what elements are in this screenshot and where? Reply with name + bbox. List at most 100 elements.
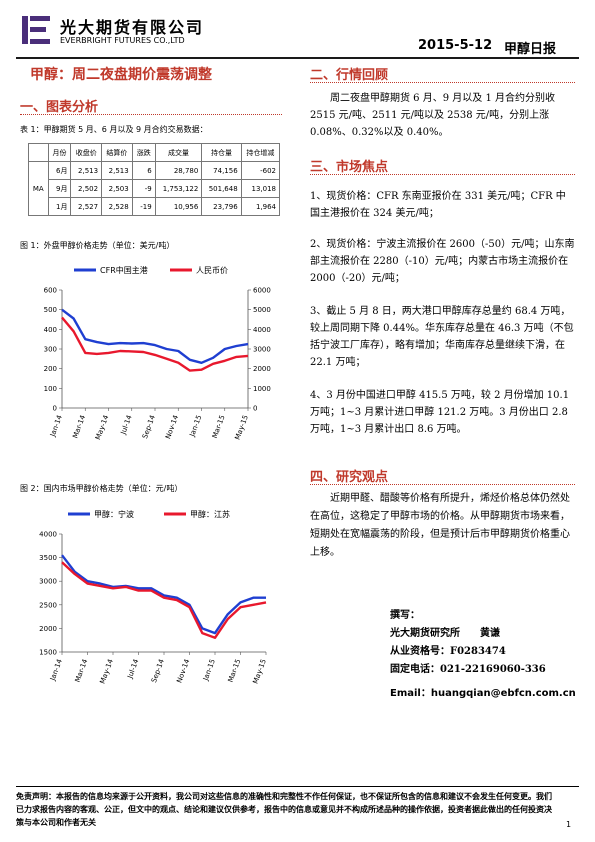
- x-tick-label: May-14: [99, 657, 116, 684]
- qualification-number: 从业资格号：F0283474: [390, 646, 506, 657]
- table-cell: 6: [131, 161, 156, 180]
- author-label: 撰写：: [390, 610, 420, 621]
- y-tick-label: 1500: [39, 649, 57, 657]
- section1-underline: [20, 114, 282, 115]
- section1-heading: 一、图表分析: [20, 100, 99, 115]
- x-tick-label: Jul-14: [119, 413, 134, 436]
- chart-domestic-methanol-price: 1500 2000 2500 3000 3500 4000 Jan-14 Mar-14 May-…: [39, 509, 268, 685]
- series-line-1: [61, 554, 266, 635]
- table-cell: 2,513: [70, 161, 103, 180]
- legend-label: 甲醇：宁波: [94, 509, 134, 519]
- legend-label: 甲醇：江苏: [190, 509, 230, 519]
- table-header: 收盘价: [70, 143, 103, 162]
- section2-underline: [310, 82, 575, 83]
- focus-item-1: 1、现货价格：CFR 东南亚报价在 331 美元/吨；CFR 中国主港报价在 3…: [310, 191, 566, 219]
- y-tick-label: 100: [44, 385, 57, 393]
- x-tick-label: May-15: [234, 414, 250, 441]
- x-tick-label: Nov-14: [175, 657, 191, 684]
- table-row: 9月 2,502 2,503 -9 1,753,122 501,648 13,0…: [29, 179, 281, 198]
- table-cell: 28,780: [154, 161, 203, 180]
- y-right-tick-label: 6000: [253, 287, 271, 295]
- research-opinion-text: 近期甲醛、醋酸等价格有所提升，烯烃价格总体仍然处在高位，这稳定了甲醇市场的价格。…: [310, 493, 570, 558]
- table-cell: 2,528: [101, 197, 133, 216]
- x-tick-label: Mar-14: [74, 657, 90, 683]
- table-cell: 2,503: [101, 179, 133, 198]
- section4-heading: 四、研究观点: [310, 470, 389, 485]
- table-row: MA 6月 2,513 2,513 6 28,780 74,156 -602: [28, 161, 281, 216]
- x-tick-label: Mar-15: [227, 658, 243, 683]
- table-cell: 1,964: [240, 197, 281, 216]
- footer-disclaimer: 免责声明：本报告的信息均来源于公开资料，我公司对这些信息的准确性和完整性不作任何…: [16, 792, 552, 827]
- table-cell: 1月: [47, 197, 72, 216]
- trading-table: 月份 收盘价 结算价 涨跌 成交量 持仓量 持仓增减 MA 6月 2,513 2…: [28, 143, 281, 216]
- x-tick-label: May-14: [94, 413, 111, 440]
- fig2-caption: 图 2：国内市场甲醇价格走势（单位：元/吨）: [20, 484, 183, 493]
- market-review-text: 周二夜盘甲醇期货 6 月、9 月以及 1 月合约分别收 2515 元/吨、251…: [310, 93, 555, 138]
- table-header: 结算价: [101, 143, 133, 162]
- table-header: 涨跌: [131, 143, 156, 162]
- y-tick-label: 2000: [39, 625, 57, 633]
- y-tick-label: 300: [44, 346, 57, 354]
- table-header-row: 月份 收盘价 结算价 涨跌 成交量 持仓量 持仓增减: [28, 143, 281, 162]
- chart-foreign-methanol-price: 0100200300400500600010002000300040005000…: [44, 265, 271, 441]
- x-tick-label: Nov-14: [164, 413, 180, 440]
- footer-divider: [16, 786, 579, 787]
- series-line-1: [61, 308, 249, 365]
- table-header: 持仓量: [201, 143, 242, 162]
- x-tick-label: Jul-14: [126, 657, 141, 680]
- y-tick-label: 3000: [39, 578, 57, 586]
- focus-item-2: 2、现货价格：宁波主流报价在 2600（-50）元/吨；山东南部主流报价在 22…: [310, 239, 575, 284]
- x-tick-label: Sep-14: [150, 657, 166, 683]
- table-cell: 9月: [47, 179, 72, 198]
- table-cell: 1,753,122: [154, 179, 203, 198]
- table-cell: 6月: [47, 161, 72, 180]
- company-logo: [20, 14, 54, 46]
- y-tick-label: 600: [44, 287, 57, 295]
- y-right-tick-label: 1000: [253, 385, 271, 393]
- legend-label: CFR中国主港: [100, 265, 148, 275]
- header-divider: [16, 57, 579, 59]
- table-row: 1月 2,527 2,528 -19 10,956 23,796 1,964: [29, 197, 281, 216]
- y-right-tick-label: 2000: [253, 365, 271, 373]
- y-right-tick-label: 5000: [253, 306, 271, 314]
- y-tick-label: 2500: [39, 601, 57, 609]
- fig1-caption: 图 1：外盘甲醇价格走势（单位：美元/吨）: [20, 241, 175, 250]
- section4-underline: [310, 484, 575, 485]
- table-group-cell: MA: [28, 161, 49, 216]
- focus-item-4: 4、3 月份中国进口甲醇 415.5 万吨，较 2 月份增加 10.1 万吨；1…: [310, 390, 570, 435]
- section3-underline: [310, 174, 575, 175]
- y-tick-label: 400: [44, 326, 57, 334]
- company-name-en: EVERBRIGHT FUTURES CO.,LTD: [60, 36, 185, 45]
- table-cell: -602: [240, 161, 281, 180]
- x-tick-label: May-15: [252, 658, 268, 685]
- report-name: 甲醇日报: [504, 42, 557, 57]
- table-header: 持仓增减: [240, 143, 281, 162]
- x-tick-label: Sep-14: [141, 413, 157, 439]
- table-header: 成交量: [154, 143, 203, 162]
- report-date: 2015-5-12: [418, 38, 493, 53]
- email-address[interactable]: Email：huangqian@ebfcn.com.cn: [390, 688, 576, 699]
- y-right-tick-label: 3000: [253, 346, 271, 354]
- x-tick-label: Jan-15: [188, 414, 203, 439]
- series-line-2: [61, 316, 249, 372]
- table-cell: 2,513: [101, 161, 133, 180]
- table-cell: 23,796: [201, 197, 242, 216]
- phone-number: 固定电话：021-22169060-336: [390, 664, 546, 675]
- main-title: 甲醇：周二夜盘期价震荡调整: [30, 67, 212, 83]
- table-cell: 10,956: [154, 197, 203, 216]
- x-tick-label: Jan-14: [48, 413, 64, 438]
- table-cell: 13,018: [240, 179, 281, 198]
- table-caption: 表 1：甲醇期货 5 月、6 月以及 9 月合约交易数据：: [20, 125, 208, 134]
- section3-heading: 三、市场焦点: [310, 160, 389, 175]
- table-cell: 2,502: [70, 179, 103, 198]
- legend-label: 人民币价: [196, 266, 228, 275]
- table-corner: [28, 143, 49, 162]
- author-line: 光大期货研究所 黄谦: [390, 628, 500, 639]
- x-tick-label: Jan-14: [48, 657, 64, 682]
- y-tick-label: 4000: [39, 531, 57, 539]
- y-tick-label: 200: [44, 365, 57, 373]
- x-tick-label: Jan-15: [201, 658, 216, 683]
- table-cell: 501,648: [201, 179, 242, 198]
- y-right-tick-label: 0: [253, 405, 257, 413]
- table-cell: 2,527: [70, 197, 103, 216]
